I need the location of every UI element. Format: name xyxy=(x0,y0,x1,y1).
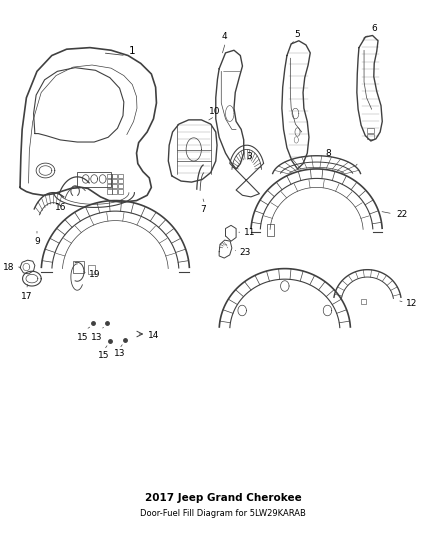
Bar xyxy=(118,184,123,189)
Text: 7: 7 xyxy=(201,205,206,214)
Text: 2017 Jeep Grand Cherokee: 2017 Jeep Grand Cherokee xyxy=(145,492,302,503)
Bar xyxy=(107,179,112,183)
Text: 5: 5 xyxy=(295,30,300,39)
Text: 16: 16 xyxy=(55,203,66,212)
Bar xyxy=(367,128,374,133)
Bar xyxy=(367,134,374,139)
Bar xyxy=(118,174,123,178)
Text: 6: 6 xyxy=(371,25,377,34)
Text: 4: 4 xyxy=(222,32,227,41)
Text: 14: 14 xyxy=(148,330,159,340)
Text: Door-Fuel Fill Diagram for 5LW29KARAB: Door-Fuel Fill Diagram for 5LW29KARAB xyxy=(141,509,306,518)
Text: 18: 18 xyxy=(4,263,15,271)
Text: 9: 9 xyxy=(34,237,40,246)
Bar xyxy=(113,190,117,193)
Text: 15: 15 xyxy=(98,351,110,360)
Text: 13: 13 xyxy=(92,333,103,342)
Text: 19: 19 xyxy=(88,270,100,279)
Text: 22: 22 xyxy=(396,211,407,219)
Text: 23: 23 xyxy=(240,248,251,257)
Bar xyxy=(113,179,117,183)
Text: 11: 11 xyxy=(244,228,255,237)
Bar xyxy=(118,190,123,193)
Text: 10: 10 xyxy=(208,107,220,116)
Text: 15: 15 xyxy=(77,333,88,342)
Text: 12: 12 xyxy=(406,299,418,308)
Text: 13: 13 xyxy=(114,349,125,358)
Bar xyxy=(113,174,117,178)
Bar xyxy=(107,190,112,193)
Bar xyxy=(118,179,123,183)
Bar xyxy=(107,174,112,178)
Bar xyxy=(73,261,84,273)
Bar xyxy=(361,299,366,304)
Bar xyxy=(88,265,95,274)
Bar xyxy=(267,224,274,236)
Bar xyxy=(113,184,117,189)
Text: 1: 1 xyxy=(129,45,136,55)
Text: 8: 8 xyxy=(325,149,331,158)
Bar xyxy=(107,184,112,189)
Text: 3: 3 xyxy=(246,152,252,161)
Text: 17: 17 xyxy=(21,292,32,301)
